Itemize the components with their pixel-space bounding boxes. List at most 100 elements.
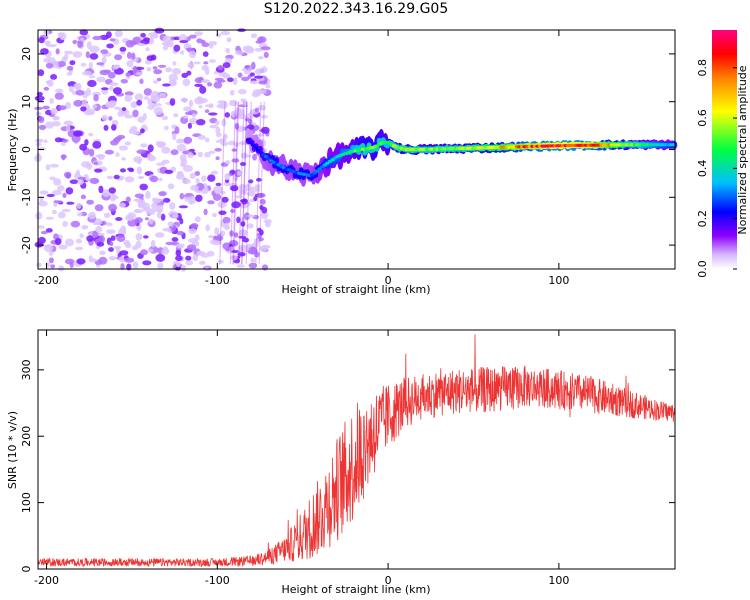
noise-blob [250,33,258,39]
noise-blob [106,43,114,49]
noise-blob [222,216,231,224]
noise-blob [171,213,179,219]
noise-blob [221,196,229,203]
noise-blob [187,62,195,69]
noise-blob [181,72,189,78]
noise-blob [66,124,71,132]
noise-blob [250,257,256,263]
ridge-core [315,169,320,173]
noise-blob [201,42,210,48]
noise-blob [194,83,203,87]
noise-blob [109,100,117,107]
noise-blob [249,199,255,203]
noise-blob [50,74,58,80]
noise-blob [176,230,185,236]
noise-blob [187,152,194,159]
noise-blob [99,250,106,255]
noise-blob [258,56,264,60]
noise-blob [45,216,54,220]
noise-blob [133,156,143,163]
snr-y-label: SNR (10 * v/v) [6,411,19,489]
noise-blob [75,238,83,244]
x-tick-label: 100 [548,274,569,287]
noise-blob [118,202,126,208]
noise-blob [50,264,56,269]
noise-blob [89,177,100,184]
noise-blob [114,245,122,250]
noise-blob [89,45,100,53]
noise-blob [143,88,152,96]
noise-blob [208,235,214,239]
noise-blob [232,77,238,86]
colorbar-scale [712,30,737,269]
noise-blob [65,187,74,195]
noise-blob [171,81,178,86]
noise-blob [103,124,109,131]
noise-blob [246,191,256,197]
noise-blob [217,100,227,104]
noise-blob [172,68,182,75]
noise-blob [86,235,94,242]
noise-blob [45,228,53,233]
noise-blob [220,141,229,146]
noise-blob [180,50,185,55]
colorbar-label: Normalized spectral amplitude [736,65,749,234]
noise-blob [125,40,135,48]
noise-blob [88,75,96,79]
noise-blob [259,205,264,210]
noise-blob [76,212,83,217]
noise-blob [101,87,109,91]
noise-blob [110,235,116,241]
noise-blob [218,210,227,216]
noise-blob [95,154,106,158]
noise-blob [194,31,203,36]
noise-streak [229,101,237,265]
noise-blob [94,168,103,173]
noise-blob [46,193,55,198]
noise-blob [124,114,134,119]
noise-blob [235,50,244,56]
noise-blob [148,218,154,225]
noise-blob [238,88,247,95]
noise-blob [241,198,248,205]
noise-blob [140,249,149,256]
noise-blob [93,94,99,102]
ridge-core [261,153,266,157]
noise-blob [167,221,174,227]
noise-blob [180,158,188,166]
noise-blob [150,239,156,248]
snr-series-line [38,334,676,568]
noise-blob [194,171,201,176]
noise-blob [92,141,102,149]
noise-blob [236,171,242,176]
noise-blob [171,237,179,242]
noise-blob [47,44,57,48]
chart-title: S120.2022.343.16.29.G05 [263,1,449,17]
noise-blob [113,106,122,110]
noise-blob [245,46,255,54]
noise-blob [196,250,206,256]
noise-blob [108,256,117,261]
noise-blob [42,105,50,110]
noise-blob [139,183,148,191]
noise-blob [37,236,46,244]
noise-blob [140,128,145,134]
noise-blob [51,121,61,127]
noise-blob [167,183,175,190]
noise-blob [197,151,203,158]
noise-blob [43,139,48,143]
noise-blob [199,98,208,103]
noise-blob [236,216,241,224]
noise-blob [138,202,146,207]
noise-blob [85,51,90,59]
noise-blob [248,179,254,184]
noise-blob [169,98,176,106]
x-tick-label: -100 [205,574,230,587]
ridge-core [312,171,317,175]
colorbar: 0.0 0.2 0.4 0.6 0.8 Normalized spectral ampl… [696,30,749,278]
noise-blob [53,178,62,186]
noise-blob [249,80,258,85]
noise-blob [178,34,188,42]
noise-blob [134,209,141,213]
noise-blob [238,184,247,190]
